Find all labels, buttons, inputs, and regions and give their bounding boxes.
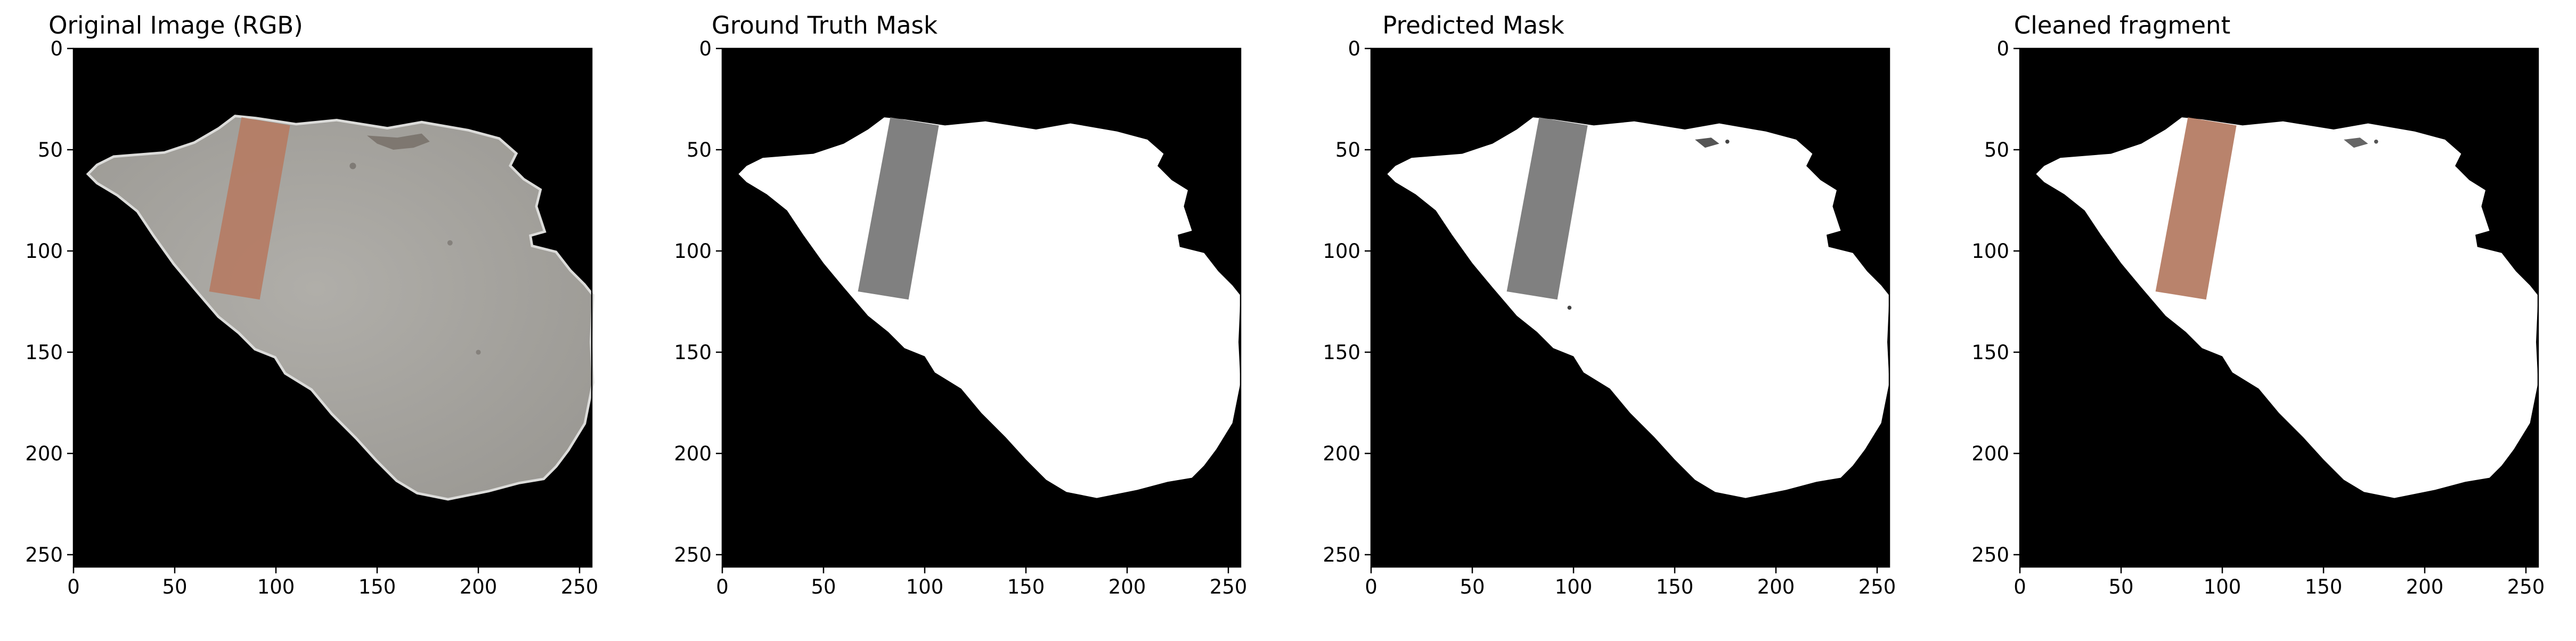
y-tick-label: 100 (674, 240, 712, 263)
y-tick-label: 250 (25, 543, 63, 566)
x-tick-label: 50 (1460, 575, 1485, 598)
x-tick-label: 0 (2013, 575, 2026, 598)
x-tick-label: 150 (2305, 575, 2343, 598)
x-tick-label: 200 (460, 575, 498, 598)
x-tick-label: 250 (561, 575, 599, 598)
y-tick-label: 50 (687, 139, 712, 161)
axes-frame (721, 47, 1242, 568)
x-tick-label: 200 (1757, 575, 1795, 598)
x-tick-label: 50 (811, 575, 836, 598)
panel-title: Ground Truth Mask (712, 11, 938, 39)
y-tick-label: 150 (1323, 341, 1360, 364)
x-tick-label: 100 (906, 575, 944, 598)
y-tick-label: 200 (1971, 442, 2009, 465)
x-tick-label: 50 (162, 575, 187, 598)
axes-frame (72, 47, 593, 568)
y-tick-label: 200 (1323, 442, 1360, 465)
surface-speck (476, 350, 481, 355)
image-area (722, 48, 1241, 567)
surface-speck (447, 240, 453, 246)
x-tick-label: 50 (2108, 575, 2133, 598)
x-tick-label: 100 (257, 575, 295, 598)
panel-title: Predicted Mask (1382, 11, 1564, 39)
x-tick-label: 200 (2406, 575, 2444, 598)
prediction-noise (1695, 137, 1719, 148)
image-area (2020, 48, 2538, 567)
y-tick-label: 250 (1323, 543, 1360, 566)
axes-frame (1370, 47, 1890, 568)
prediction-noise (1725, 140, 1730, 144)
x-tick-label: 200 (1108, 575, 1146, 598)
x-tick-label: 150 (358, 575, 396, 598)
x-tick-label: 0 (1365, 575, 1377, 598)
x-tick-label: 0 (716, 575, 729, 598)
prediction-noise (1567, 305, 1572, 310)
image-area (74, 48, 592, 567)
y-tick-label: 200 (25, 442, 63, 465)
x-tick-label: 150 (1007, 575, 1045, 598)
y-tick-label: 100 (1323, 240, 1360, 263)
x-tick-label: 100 (1555, 575, 1593, 598)
y-tick-label: 50 (38, 139, 63, 161)
panel-ground-truth: Ground Truth Mask (712, 11, 1242, 568)
panel-title: Original Image (RGB) (48, 11, 303, 39)
y-tick-label: 100 (1971, 240, 2009, 263)
x-tick-label: 250 (2507, 575, 2545, 598)
y-tick-label: 100 (25, 240, 63, 263)
image-area (1371, 48, 1889, 567)
y-tick-label: 0 (699, 37, 712, 60)
y-tick-label: 150 (25, 341, 63, 364)
y-tick-label: 0 (1348, 37, 1360, 60)
surface-speck (349, 163, 356, 169)
panel-cleaned: Cleaned fragment (2014, 11, 2539, 568)
x-tick-label: 150 (1656, 575, 1694, 598)
cleaned-noise (2344, 137, 2368, 148)
x-tick-label: 100 (2204, 575, 2241, 598)
y-tick-label: 0 (50, 37, 63, 60)
panel-original: Original Image (RGB) (48, 11, 593, 568)
panel-predicted: Predicted Mask (1370, 11, 1890, 568)
y-tick-label: 250 (1971, 543, 2009, 566)
x-tick-label: 250 (1858, 575, 1896, 598)
x-tick-label: 0 (67, 575, 80, 598)
y-tick-label: 50 (1984, 139, 2009, 161)
y-tick-label: 50 (1335, 139, 1360, 161)
cleaned-noise (2374, 140, 2378, 144)
y-tick-label: 150 (674, 341, 712, 364)
x-tick-label: 250 (1210, 575, 1248, 598)
surface-stain (367, 133, 430, 150)
panel-title: Cleaned fragment (2014, 11, 2230, 39)
axes-frame (2019, 47, 2539, 568)
y-tick-label: 0 (1996, 37, 2009, 60)
y-tick-label: 200 (674, 442, 712, 465)
y-tick-label: 150 (1971, 341, 2009, 364)
y-tick-label: 250 (674, 543, 712, 566)
